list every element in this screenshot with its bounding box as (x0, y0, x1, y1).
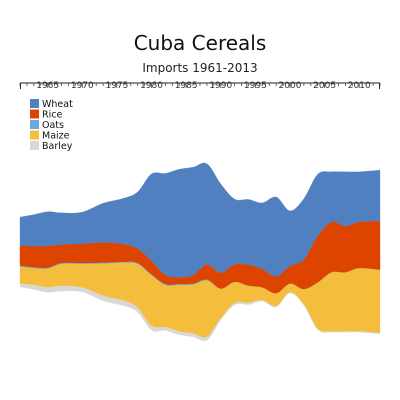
legend-label-barley: Barley (42, 141, 73, 152)
x-tick-label: 1970 (71, 81, 94, 91)
chart-title: Cuba Cereals (133, 31, 267, 55)
x-axis: 1965 1970 1975 1980 1985 1990 1995 2000 2005 2010 (19, 81, 381, 91)
x-tick-label: 1965 (36, 81, 59, 91)
legend-label-maize: Maize (42, 131, 70, 142)
x-tick-label: 1980 (140, 81, 163, 91)
legend-swatch-barley (30, 141, 39, 150)
x-tick-label: 1995 (244, 81, 267, 91)
legend-swatch-oats (30, 120, 39, 129)
stream-layer-barley (19, 283, 381, 342)
x-tick-label: 1990 (209, 81, 232, 91)
legend-swatch-wheat (30, 99, 39, 108)
x-tick-label: 2005 (313, 81, 336, 91)
x-tick-label: 1975 (105, 81, 128, 91)
x-tick-label: 2000 (279, 81, 302, 91)
legend-swatch-rice (30, 109, 39, 119)
x-tick-label: 1985 (175, 81, 198, 91)
legend-label-rice: Rice (42, 110, 62, 121)
x-tick-label: 2010 (348, 81, 371, 91)
stream-layers (19, 162, 381, 342)
legend-label-oats: Oats (42, 120, 64, 131)
legend-label-wheat: Wheat (42, 99, 73, 110)
legend-swatch-maize (30, 130, 39, 140)
chart-subtitle: Imports 1961-2013 (142, 61, 258, 75)
